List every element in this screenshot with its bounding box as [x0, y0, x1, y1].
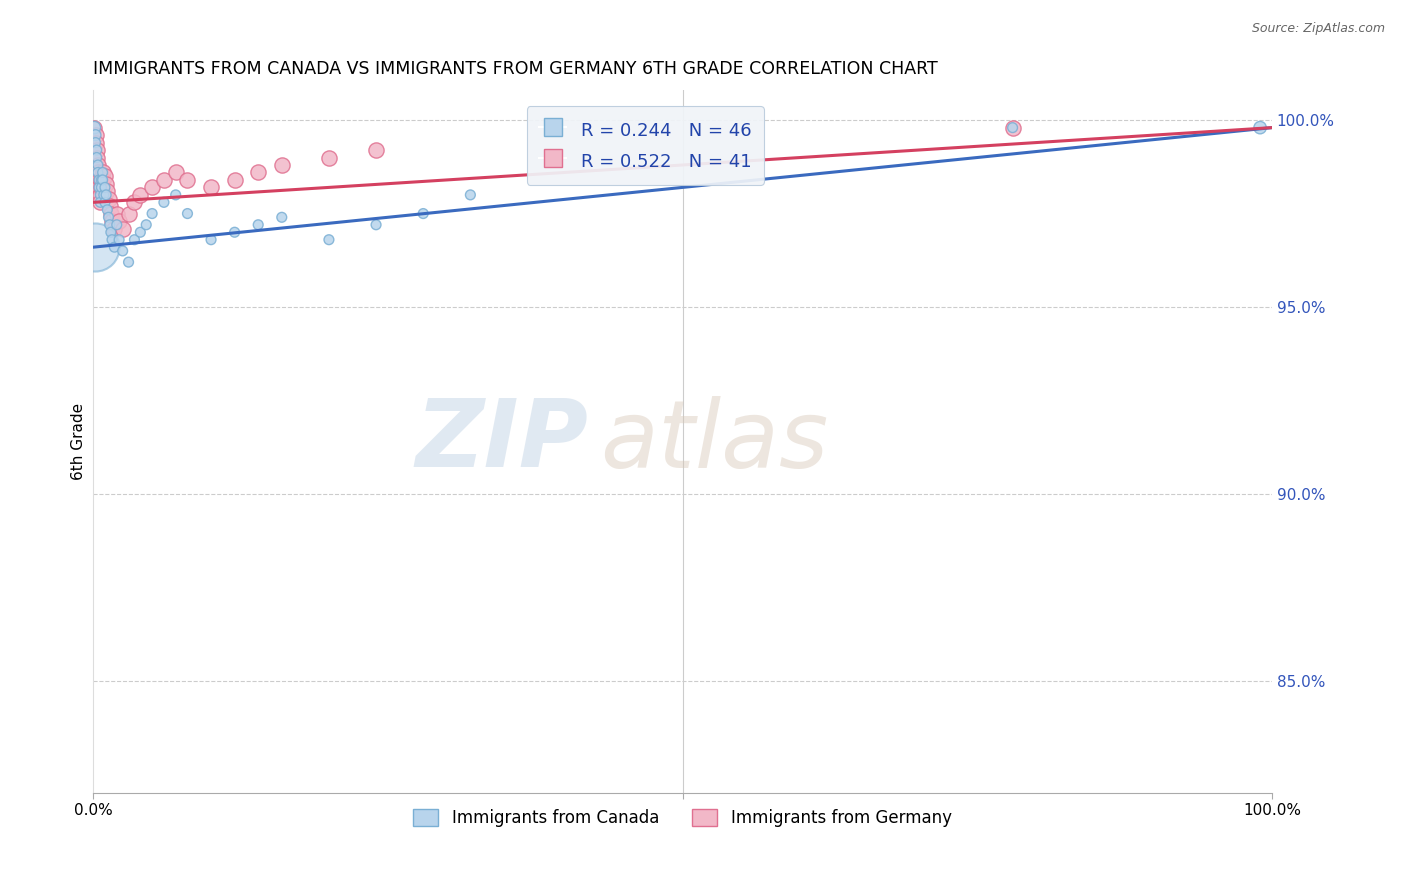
Point — [270, 158, 292, 172]
Point — [94, 177, 117, 191]
Point — [96, 184, 118, 198]
Point — [224, 173, 246, 187]
Point — [87, 180, 110, 194]
Point — [270, 211, 292, 225]
Point — [87, 165, 110, 179]
Point — [86, 143, 108, 157]
Point — [460, 187, 482, 202]
Point — [101, 233, 124, 247]
Point — [89, 195, 111, 210]
Point — [87, 173, 110, 187]
Point — [105, 218, 128, 232]
Point — [86, 143, 108, 157]
Point — [94, 195, 117, 210]
Point — [87, 158, 110, 172]
Point — [124, 233, 146, 247]
Point — [87, 158, 110, 172]
Point — [103, 240, 125, 254]
Point — [84, 136, 107, 150]
Point — [87, 173, 110, 187]
Point — [141, 180, 163, 194]
Point — [94, 169, 117, 184]
Legend: Immigrants from Canada, Immigrants from Germany: Immigrants from Canada, Immigrants from … — [406, 802, 959, 833]
Point — [89, 187, 111, 202]
Point — [83, 120, 105, 135]
Point — [90, 173, 112, 187]
Point — [247, 165, 270, 179]
Point — [117, 206, 139, 220]
Point — [91, 165, 114, 179]
Point — [200, 233, 222, 247]
Point — [117, 255, 139, 269]
Point — [84, 240, 107, 254]
Point — [86, 151, 108, 165]
Point — [101, 214, 124, 228]
Point — [90, 173, 112, 187]
Point — [89, 187, 111, 202]
Point — [165, 187, 187, 202]
Point — [1001, 120, 1024, 135]
Point — [84, 136, 107, 150]
Point — [84, 128, 107, 142]
Text: Source: ZipAtlas.com: Source: ZipAtlas.com — [1251, 22, 1385, 36]
Text: IMMIGRANTS FROM CANADA VS IMMIGRANTS FROM GERMANY 6TH GRADE CORRELATION CHART: IMMIGRANTS FROM CANADA VS IMMIGRANTS FRO… — [93, 60, 938, 78]
Point — [364, 143, 387, 157]
Point — [90, 180, 112, 194]
Text: atlas: atlas — [600, 396, 828, 487]
Point — [97, 192, 120, 206]
Point — [108, 214, 131, 228]
Point — [153, 173, 176, 187]
Point — [84, 128, 107, 142]
Point — [176, 206, 198, 220]
Point — [124, 195, 146, 210]
Point — [135, 218, 157, 232]
Point — [200, 180, 222, 194]
Point — [91, 165, 114, 179]
Point — [100, 225, 122, 239]
Point — [364, 218, 387, 232]
Point — [94, 187, 117, 202]
Point — [141, 206, 163, 220]
Point — [83, 120, 105, 135]
Point — [1001, 120, 1024, 135]
Point — [111, 244, 134, 258]
Point — [98, 199, 121, 213]
Point — [1249, 120, 1271, 135]
Point — [93, 187, 115, 202]
Point — [318, 151, 340, 165]
Point — [86, 151, 108, 165]
Point — [412, 206, 434, 220]
Point — [96, 202, 118, 217]
Point — [87, 165, 110, 179]
Point — [165, 165, 187, 179]
Point — [176, 173, 198, 187]
Point — [111, 221, 134, 235]
Point — [129, 187, 152, 202]
Y-axis label: 6th Grade: 6th Grade — [72, 403, 86, 480]
Point — [153, 195, 176, 210]
Point — [105, 206, 128, 220]
Point — [224, 225, 246, 239]
Point — [100, 206, 122, 220]
Point — [94, 180, 117, 194]
Point — [103, 221, 125, 235]
Point — [108, 233, 131, 247]
Point — [98, 218, 121, 232]
Text: ZIP: ZIP — [415, 395, 588, 487]
Point — [129, 225, 152, 239]
Point — [91, 173, 114, 187]
Point — [91, 173, 114, 187]
Point — [247, 218, 270, 232]
Point — [318, 233, 340, 247]
Point — [97, 211, 120, 225]
Point — [87, 180, 110, 194]
Point — [89, 195, 111, 210]
Point — [90, 180, 112, 194]
Point — [93, 187, 115, 202]
